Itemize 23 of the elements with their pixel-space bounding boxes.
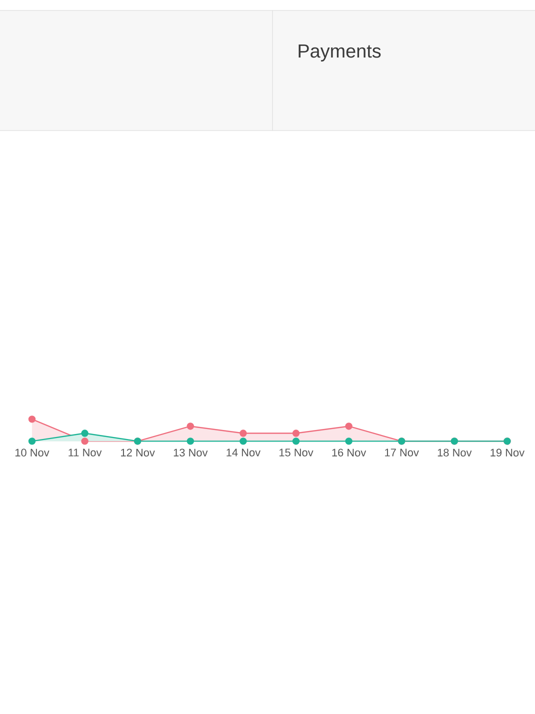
point	[292, 430, 300, 437]
x-tick-label: 10 Nov	[15, 448, 50, 456]
point	[345, 438, 352, 445]
point	[81, 438, 88, 445]
x-tick-label: 18 Nov	[438, 448, 472, 456]
point	[292, 438, 300, 445]
point	[81, 430, 88, 437]
x-tick-label: 14 Nov	[226, 448, 261, 456]
point	[186, 422, 194, 430]
x-tick-label: 17 Nov	[385, 448, 419, 456]
chart-title: Payments	[298, 44, 381, 62]
point	[28, 438, 36, 445]
point	[240, 438, 247, 445]
point	[186, 438, 194, 445]
x-tick-label: 12 Nov	[121, 448, 155, 456]
point	[240, 430, 247, 437]
x-tick-label: 13 Nov	[174, 448, 208, 456]
point	[28, 416, 36, 423]
point	[345, 422, 352, 430]
x-tick-label: 19 Nov	[490, 448, 525, 456]
x-tick-label: 16 Nov	[332, 448, 366, 456]
x-tick-label: 15 Nov	[279, 448, 314, 456]
x-tick-label: 11 Nov	[68, 448, 102, 456]
